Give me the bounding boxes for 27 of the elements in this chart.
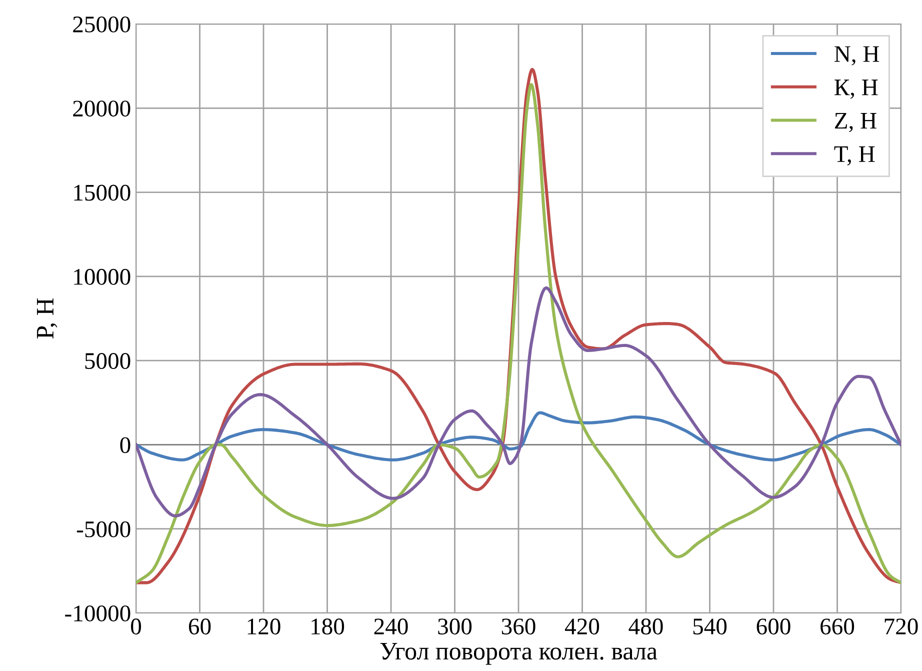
legend-label: Z, Н xyxy=(834,113,876,132)
x-tick-label: 660 xyxy=(820,618,854,634)
x-tick-label: 240 xyxy=(374,618,408,634)
x-tick-label: 60 xyxy=(188,618,211,634)
x-tick-label: 480 xyxy=(628,618,663,634)
legend-label: К, Н xyxy=(834,80,878,99)
y-tick-label: 10000 xyxy=(74,268,130,285)
x-tick-label: 540 xyxy=(693,618,727,634)
x-tick-label: 360 xyxy=(502,618,536,634)
x-tick-label: 0 xyxy=(130,618,142,634)
legend-label: T, Н xyxy=(834,146,875,166)
x-tick-label: 420 xyxy=(565,618,600,634)
x-tick-label: 720 xyxy=(884,618,918,634)
y-tick-label: 20000 xyxy=(73,100,130,117)
x-axis-title: Угол поворота колен. вала xyxy=(380,643,658,665)
y-tick-label: -5000 xyxy=(76,521,130,538)
x-tick-label: 300 xyxy=(438,618,472,634)
x-tick-label: 600 xyxy=(756,618,790,634)
y-tick-label: 15000 xyxy=(74,184,130,201)
y-tick-label: 0 xyxy=(120,437,130,454)
y-axis-title: P, Н xyxy=(37,298,58,339)
x-tick-label: 180 xyxy=(312,618,344,634)
y-tick-label: -10000 xyxy=(65,605,130,622)
y-tick-label: 5000 xyxy=(85,353,130,369)
y-tick-label: 25000 xyxy=(73,16,130,32)
legend-label: N, Н xyxy=(834,46,880,66)
x-tick-label: 120 xyxy=(248,618,280,634)
